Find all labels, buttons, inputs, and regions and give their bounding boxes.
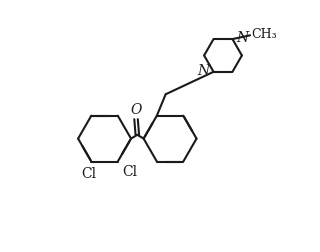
Text: O: O: [130, 103, 142, 117]
Text: Cl: Cl: [122, 165, 138, 178]
Text: Cl: Cl: [81, 167, 96, 181]
Text: N: N: [236, 31, 248, 45]
Text: CH₃: CH₃: [251, 28, 277, 41]
Text: N: N: [198, 64, 210, 78]
